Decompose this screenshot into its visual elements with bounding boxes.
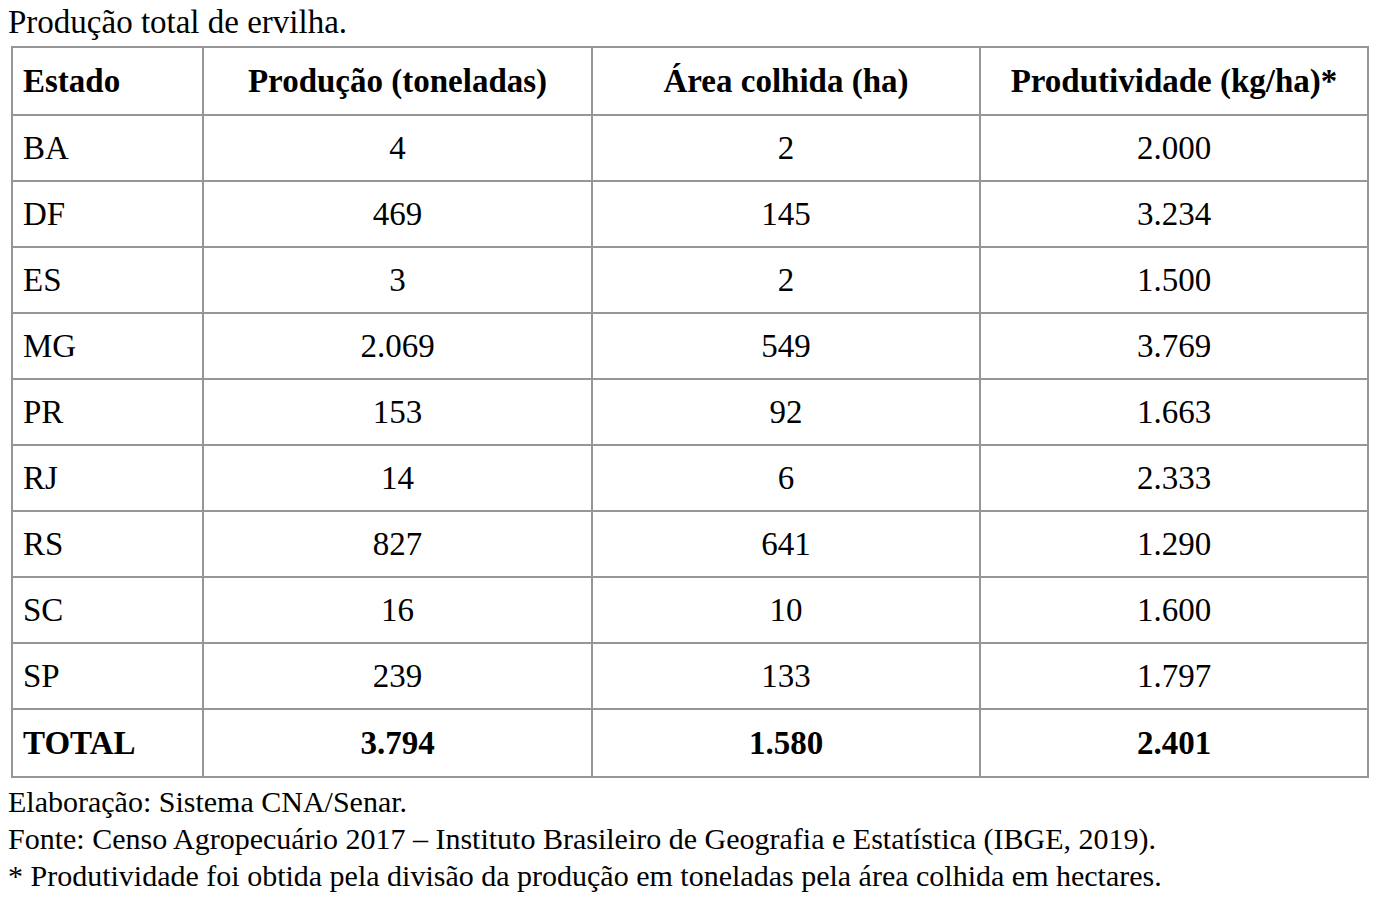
cell-producao: 827	[203, 511, 592, 577]
footnote-fonte: Fonte: Censo Agropecuário 2017 – Institu…	[8, 820, 1380, 857]
table-row: RJ1462.333	[12, 445, 1368, 511]
column-header-area-colhida: Área colhida (ha)	[592, 47, 980, 115]
cell-produtividade: 1.500	[980, 247, 1368, 313]
cell-producao: 153	[203, 379, 592, 445]
cell-produtividade: 1.663	[980, 379, 1368, 445]
cell-producao: 2.069	[203, 313, 592, 379]
cell-produtividade: 1.797	[980, 643, 1368, 709]
cell-producao: 4	[203, 115, 592, 181]
cell-producao: 14	[203, 445, 592, 511]
pea-production-table: Estado Produção (toneladas) Área colhida…	[11, 46, 1369, 778]
table-footnotes: Elaboração: Sistema CNA/Senar. Fonte: Ce…	[8, 783, 1380, 894]
total-row: TOTAL3.7941.5802.401	[12, 709, 1368, 777]
column-header-produtividade: Produtividade (kg/ha)*	[980, 47, 1368, 115]
table-row: SP2391331.797	[12, 643, 1368, 709]
document-page: Produção total de ervilha. Estado Produç…	[0, 0, 1380, 918]
cell-produtividade: 3.769	[980, 313, 1368, 379]
cell-area: 10	[592, 577, 980, 643]
column-header-producao: Produção (toneladas)	[203, 47, 592, 115]
cell-estado: DF	[12, 181, 203, 247]
cell-producao: 16	[203, 577, 592, 643]
cell-area: 641	[592, 511, 980, 577]
table-row: PR153921.663	[12, 379, 1368, 445]
cell-area: 549	[592, 313, 980, 379]
table-row: DF4691453.234	[12, 181, 1368, 247]
cell-estado: RS	[12, 511, 203, 577]
cell-produtividade: 2.000	[980, 115, 1368, 181]
footnote-elaboracao: Elaboração: Sistema CNA/Senar.	[8, 783, 1380, 820]
table-caption: Produção total de ervilha.	[8, 2, 1380, 42]
total-cell-producao: 3.794	[203, 709, 592, 777]
total-cell-area: 1.580	[592, 709, 980, 777]
column-header-estado: Estado	[12, 47, 203, 115]
cell-producao: 3	[203, 247, 592, 313]
cell-produtividade: 1.600	[980, 577, 1368, 643]
cell-producao: 239	[203, 643, 592, 709]
table-row: BA422.000	[12, 115, 1368, 181]
cell-area: 92	[592, 379, 980, 445]
cell-estado: ES	[12, 247, 203, 313]
cell-producao: 469	[203, 181, 592, 247]
cell-produtividade: 2.333	[980, 445, 1368, 511]
cell-area: 145	[592, 181, 980, 247]
cell-area: 133	[592, 643, 980, 709]
cell-produtividade: 3.234	[980, 181, 1368, 247]
cell-estado: BA	[12, 115, 203, 181]
cell-estado: SP	[12, 643, 203, 709]
table-row: RS8276411.290	[12, 511, 1368, 577]
table-row: MG2.0695493.769	[12, 313, 1368, 379]
cell-estado: PR	[12, 379, 203, 445]
table-row: SC16101.600	[12, 577, 1368, 643]
header-row: Estado Produção (toneladas) Área colhida…	[12, 47, 1368, 115]
table-row: ES321.500	[12, 247, 1368, 313]
cell-produtividade: 1.290	[980, 511, 1368, 577]
footnote-produtividade: * Produtividade foi obtida pela divisão …	[8, 857, 1380, 894]
cell-estado: RJ	[12, 445, 203, 511]
cell-area: 2	[592, 115, 980, 181]
cell-area: 2	[592, 247, 980, 313]
cell-area: 6	[592, 445, 980, 511]
cell-estado: SC	[12, 577, 203, 643]
cell-estado: MG	[12, 313, 203, 379]
total-cell-produtividade: 2.401	[980, 709, 1368, 777]
total-cell-estado: TOTAL	[12, 709, 203, 777]
